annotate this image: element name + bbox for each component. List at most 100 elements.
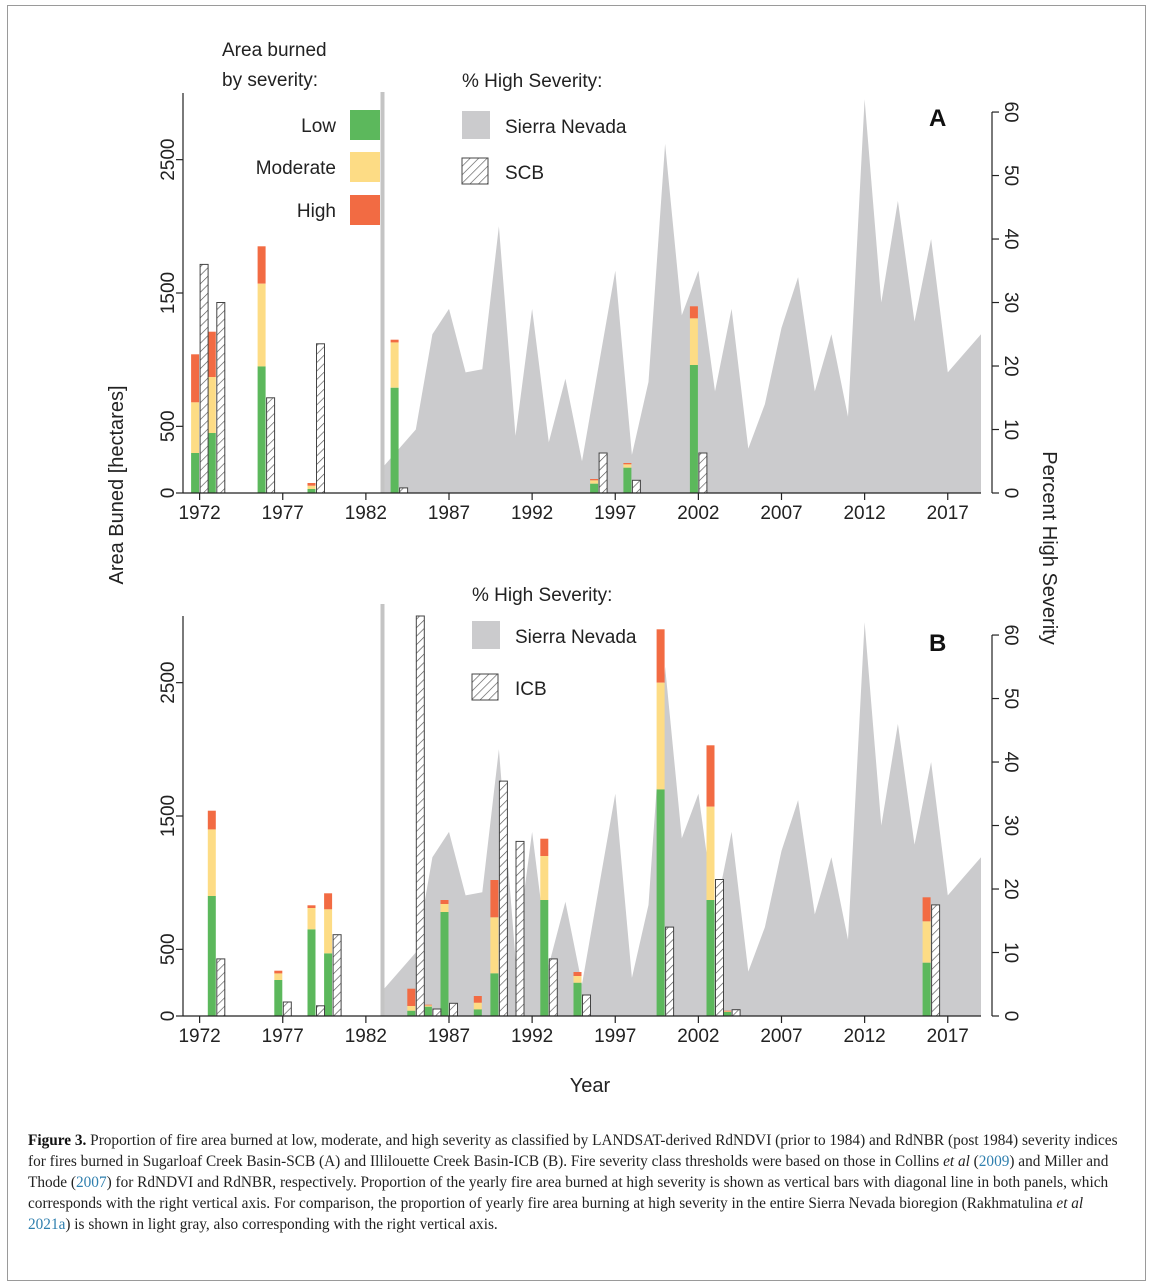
hatched-bar-2016	[931, 904, 941, 1017]
y-left-tick-label-1500: 1500	[158, 795, 179, 837]
bar-low-1989	[473, 1009, 482, 1016]
bar-low-2004	[723, 1012, 732, 1016]
hatched-bar-1991	[515, 840, 525, 1017]
x-tick-label-1992: 1992	[511, 503, 553, 524]
bar-high-2016	[922, 897, 931, 922]
bar-high-1973	[207, 810, 216, 830]
legend-basin-label: SCB	[505, 163, 544, 184]
bar-high-1989	[473, 996, 482, 1003]
x-tick-label-1977: 1977	[262, 503, 304, 524]
bar-high-1984	[390, 339, 399, 343]
x-tick-label-2017: 2017	[927, 503, 969, 524]
bar-high-1998	[623, 463, 632, 465]
bar-low-2002	[689, 365, 698, 493]
bar-low-2000	[656, 789, 665, 1016]
caption-etal-2: et al	[1056, 1195, 1084, 1212]
bar-moderate-1985	[407, 1006, 416, 1011]
bar-moderate-1976	[257, 283, 266, 367]
citation-collins-link[interactable]: 2009	[978, 1153, 1010, 1170]
legend-severity-swatch-1	[350, 152, 380, 182]
y-right-tick-label-20: 20	[1000, 355, 1021, 376]
bar-high-1995	[573, 972, 582, 976]
y-right-tick-label-10: 10	[1000, 942, 1021, 963]
fire-severity-chart: 1972 1977 1982 1987 1992 1997 2002 2007 2012 2017…	[106, 40, 1060, 1097]
x-tick-label-1972: 1972	[178, 1026, 220, 1047]
x-tick-label-2002: 2002	[677, 503, 719, 524]
y-right-tick-label-30: 30	[1000, 815, 1021, 836]
sierra-nevada-area	[382, 622, 981, 1016]
x-axis-title: Year	[570, 1075, 611, 1097]
caption-text-3: ) and Miller and Thode (	[28, 1153, 1109, 1191]
y-left-tick-label-0: 0	[158, 488, 179, 499]
bar-moderate-2016	[922, 921, 931, 963]
legend-pct-title: % High Severity:	[472, 585, 612, 606]
bar-moderate-1972	[191, 402, 200, 453]
bar-moderate-1980	[324, 909, 333, 954]
y-right-tick-label-20: 20	[1000, 878, 1021, 899]
bar-moderate-1993	[540, 856, 549, 900]
x-tick-label-2012: 2012	[843, 503, 885, 524]
hatched-bar-1996	[598, 452, 608, 494]
hatched-bar-1995	[582, 994, 591, 1017]
bar-high-1973	[207, 331, 216, 377]
panel-b: 1972 1977 1982 1987 1992 1997 2002 2007 2012 2017…	[158, 585, 1021, 1097]
y-right-tick-label-60: 60	[1000, 624, 1021, 645]
bar-moderate-1998	[623, 464, 632, 468]
x-tick-label-2017: 2017	[927, 1026, 969, 1047]
legend-severity-swatch-2	[350, 195, 380, 225]
hatched-bar-1985	[415, 615, 425, 1017]
legend-severity-label-2: High	[297, 201, 336, 222]
bar-low-1990	[490, 973, 499, 1016]
citation-rakhmatulina-link[interactable]: 2021a	[28, 1216, 66, 1233]
citation-miller-link[interactable]: 2007	[76, 1174, 107, 1191]
bar-moderate-1979	[307, 485, 316, 489]
hatched-bar-1973	[216, 958, 226, 1017]
x-tick-label-2002: 2002	[677, 1026, 719, 1047]
bar-low-1976	[257, 366, 266, 493]
hatched-bar-1993	[548, 958, 558, 1017]
bar-low-1977	[274, 980, 283, 1016]
hatched-bar-2004	[731, 1009, 741, 1017]
bar-high-1980	[324, 893, 333, 910]
hatched-bar-1984	[399, 487, 409, 494]
bar-high-1976	[257, 246, 266, 284]
caption-etal-1: et al	[943, 1153, 970, 1170]
x-tick-label-1987: 1987	[428, 503, 470, 524]
bar-moderate-1973	[207, 377, 216, 433]
hatched-bar-1998	[631, 479, 641, 494]
x-tick-label-1997: 1997	[594, 1026, 636, 1047]
hatched-bar-1979	[316, 1005, 325, 1017]
bar-low-1973	[207, 896, 216, 1016]
bar-high-1986	[423, 1004, 432, 1006]
bar-moderate-1989	[473, 1002, 482, 1010]
hatched-bar-2000	[665, 926, 675, 1017]
bar-low-1986	[423, 1006, 432, 1016]
legend-sierra-label: Sierra Nevada	[505, 117, 627, 138]
hatched-bar-1973	[216, 302, 226, 494]
figure-caption: Figure 3. Proportion of fire area burned…	[28, 1130, 1128, 1235]
y-left-tick-label-1500: 1500	[158, 272, 179, 314]
legend-basin-swatch	[471, 673, 499, 701]
bar-low-1973	[207, 433, 216, 493]
caption-label: Figure 3.	[28, 1132, 87, 1149]
y-right-tick-label-0: 0	[1000, 488, 1021, 499]
y-right-tick-label-50: 50	[1000, 165, 1021, 186]
panel-letter: A	[929, 105, 946, 132]
bar-high-1990	[490, 880, 499, 918]
x-tick-label-1997: 1997	[594, 503, 636, 524]
hatched-bar-1976	[266, 397, 276, 494]
bar-moderate-1996	[590, 480, 599, 484]
legend-severity-label-1: Moderate	[256, 158, 336, 179]
x-tick-label-1992: 1992	[511, 1026, 553, 1047]
x-tick-label-1977: 1977	[262, 1026, 304, 1047]
caption-text-2: (	[969, 1153, 979, 1170]
bar-low-2016	[922, 962, 931, 1016]
y-left-tick-label-500: 500	[158, 933, 179, 965]
caption-text-6: ) is shown in light gray, also correspon…	[65, 1216, 498, 1233]
legend-severity-label-0: Low	[301, 116, 336, 137]
y-right-tick-label-40: 40	[1000, 228, 1021, 249]
sierra-nevada-area	[382, 99, 981, 494]
bar-moderate-1979	[307, 908, 316, 930]
x-tick-label-2012: 2012	[843, 1026, 885, 1047]
bar-moderate-1995	[573, 976, 582, 983]
